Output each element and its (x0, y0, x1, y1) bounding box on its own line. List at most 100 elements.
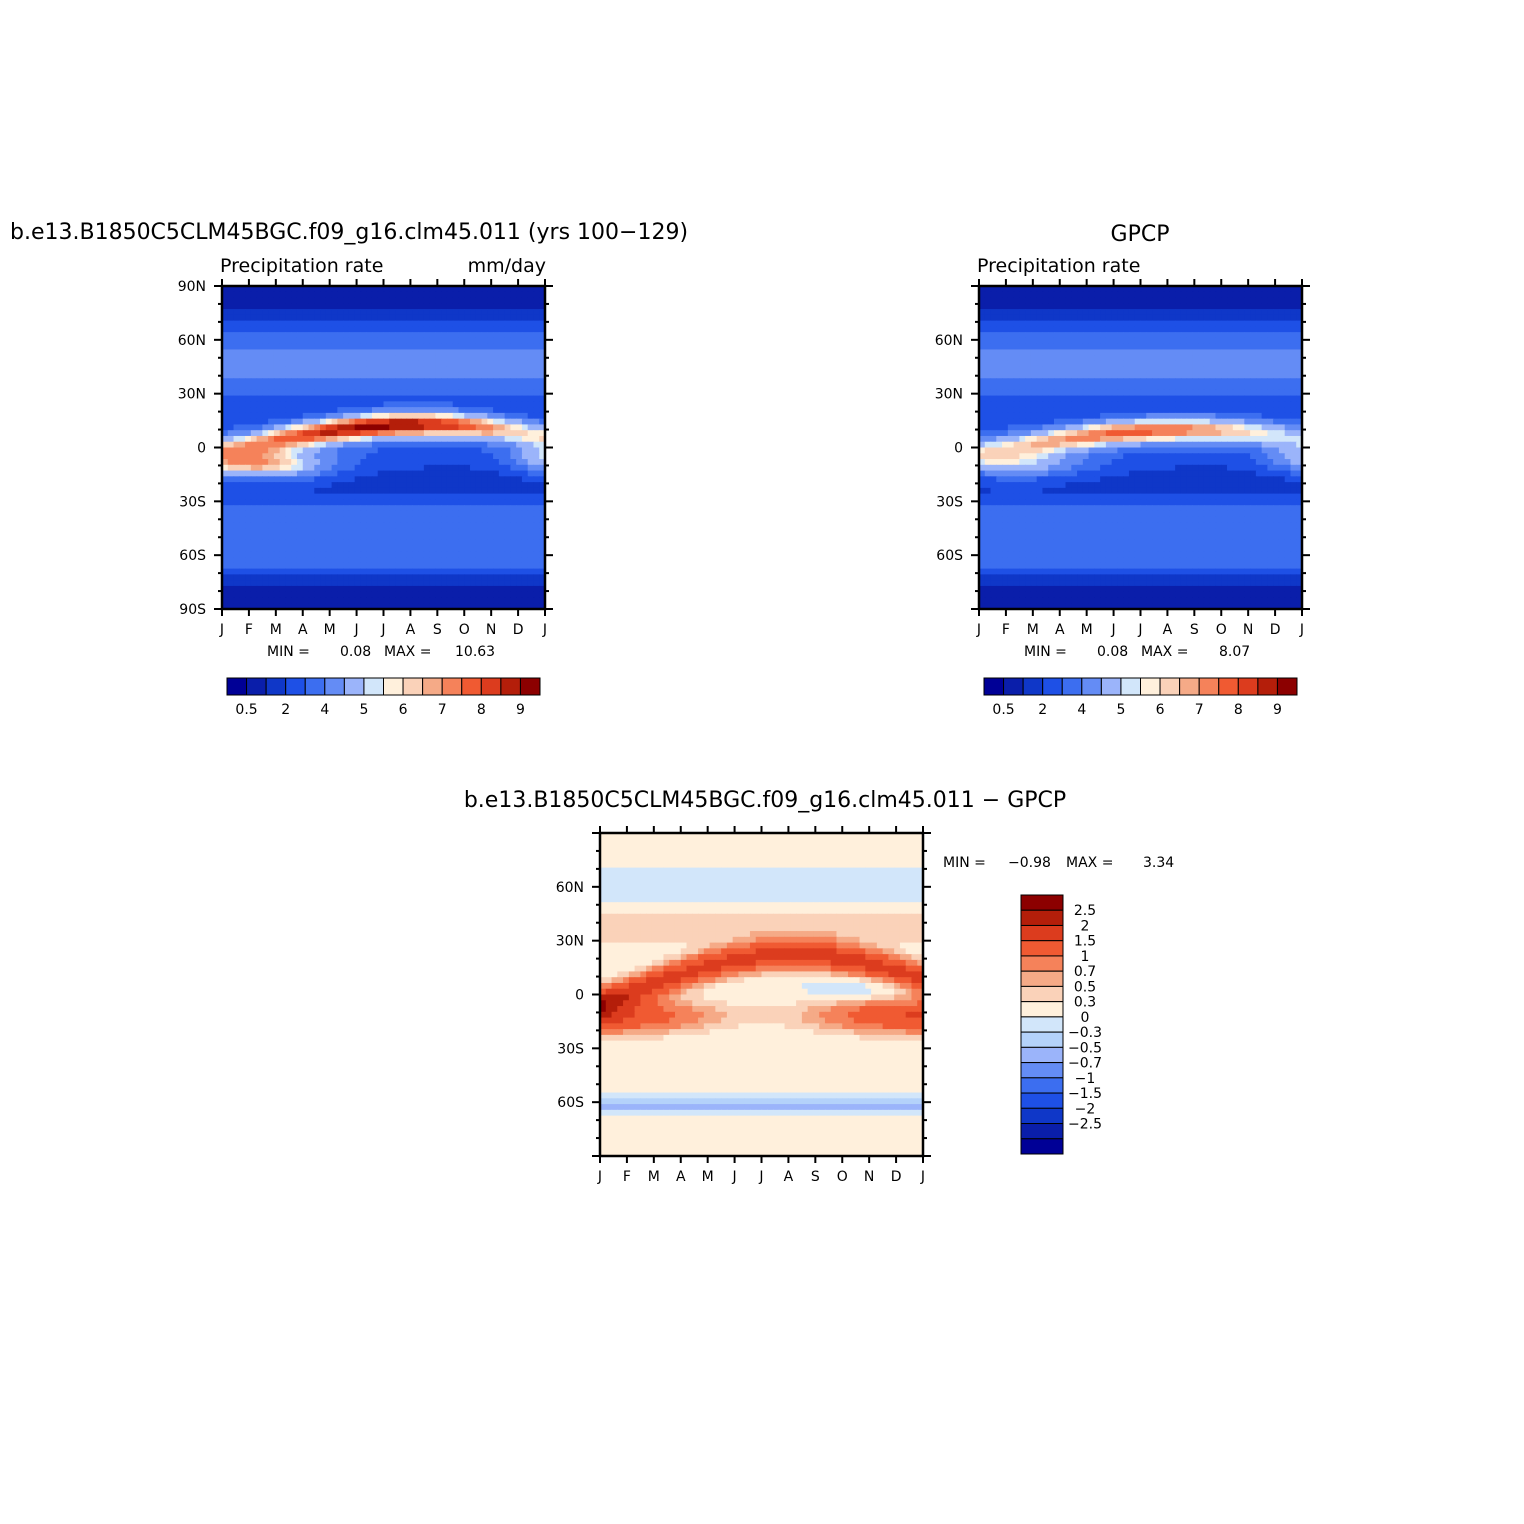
heatmap-cell (990, 309, 997, 316)
heatmap-cell (452, 597, 460, 604)
heatmap-cell (521, 516, 529, 524)
heatmap-cell (1123, 349, 1130, 356)
heatmap-cell (1128, 355, 1136, 362)
heatmap-cell (1140, 389, 1147, 397)
heatmap-cell (435, 522, 442, 529)
heatmap-cell (383, 349, 390, 356)
heatmap-cell (984, 303, 992, 310)
heatmap-cell (302, 424, 310, 431)
heatmap-cell (1030, 412, 1038, 420)
heatmap-cell (475, 366, 483, 374)
heatmap-cell (233, 407, 240, 414)
heatmap-cell (446, 412, 454, 420)
heatmap-cell (285, 528, 292, 535)
heatmap-cell (498, 447, 506, 454)
heatmap-cell (464, 580, 471, 587)
heatmap-cell (343, 557, 350, 564)
heatmap-cell (979, 418, 986, 426)
heatmap-cell (498, 568, 506, 575)
heatmap-cell (250, 447, 258, 454)
heatmap-cell (314, 337, 321, 345)
heatmap-cell (996, 378, 1003, 385)
heatmap-cell (1071, 435, 1078, 443)
heatmap-cell (268, 389, 275, 397)
heatmap-cell (360, 424, 367, 431)
heatmap-cell (441, 470, 448, 477)
heatmap-cell (1152, 418, 1159, 426)
heatmap-cell (429, 372, 437, 379)
heatmap-cell (1094, 389, 1101, 397)
heatmap-cell (441, 447, 448, 454)
heatmap-cell (452, 585, 460, 593)
heatmap-cell (446, 464, 454, 472)
heatmap-cell (435, 430, 442, 437)
heatmap-cell (475, 309, 483, 316)
heatmap-cell (990, 459, 997, 466)
heatmap-cell (348, 395, 356, 402)
heatmap-cell (325, 591, 333, 599)
heatmap-cell (400, 430, 408, 437)
heatmap-cell (262, 510, 269, 518)
heatmap-cell (1025, 459, 1032, 466)
heatmap-cell (308, 470, 315, 477)
heatmap-cell (268, 430, 275, 437)
heatmap-cell (406, 453, 413, 460)
heatmap-cell (389, 366, 396, 374)
heatmap-cell (1296, 337, 1302, 345)
heatmap-cell (527, 482, 535, 489)
heatmap-cell (1244, 447, 1251, 454)
heatmap-cell (412, 360, 419, 368)
heatmap-cell (371, 574, 379, 581)
heatmap-cell (527, 574, 535, 581)
heatmap-cell (510, 309, 517, 316)
heatmap-cell (1077, 401, 1084, 408)
heatmap-cell (458, 372, 465, 379)
heatmap-cell (314, 505, 321, 512)
heatmap-cell (1169, 401, 1176, 408)
heatmap-cell (464, 562, 471, 570)
heatmap-cell (435, 407, 442, 414)
heatmap-cell (1273, 435, 1280, 443)
heatmap-cell (493, 303, 500, 310)
heatmap-cell (1232, 378, 1240, 385)
heatmap-cell (1232, 360, 1240, 368)
heatmap-cell (1157, 384, 1165, 391)
heatmap-cell (296, 453, 304, 460)
heatmap-cell (1284, 389, 1292, 397)
heatmap-cell (314, 291, 321, 299)
heatmap-cell (400, 522, 408, 529)
heatmap-cell (458, 539, 465, 547)
heatmap-cell (343, 568, 350, 575)
heatmap-cell (533, 534, 540, 541)
heatmap-cell (481, 482, 488, 489)
heatmap-cell (504, 591, 511, 599)
heatmap-cell (1036, 343, 1044, 351)
heatmap-cell (1111, 430, 1119, 437)
heatmap-cell (245, 447, 252, 454)
heatmap-cell (279, 286, 287, 293)
heatmap-cell (475, 349, 483, 356)
heatmap-cell (250, 355, 258, 362)
heatmap-cell (1227, 332, 1234, 339)
heatmap-cell (533, 343, 540, 351)
heatmap-cell (533, 551, 540, 558)
heatmap-cell (1065, 441, 1072, 449)
heatmap-cell (1013, 407, 1020, 414)
heatmap-cell (1157, 453, 1165, 460)
heatmap-cell (446, 424, 454, 431)
heatmap-cell (389, 447, 396, 454)
heatmap-cell (1140, 303, 1147, 310)
heatmap-cell (395, 522, 402, 529)
heatmap-cell (337, 309, 344, 316)
heatmap-cell (1203, 332, 1211, 339)
heatmap-cell (1290, 332, 1297, 339)
heatmap-cell (262, 360, 269, 368)
heatmap-cell (1013, 286, 1020, 293)
heatmap-cell (343, 516, 350, 524)
heatmap-cell (1157, 349, 1165, 356)
heatmap-cell (996, 384, 1003, 391)
heatmap-cell (984, 372, 992, 379)
heatmap-cell (227, 516, 235, 524)
heatmap-cell (441, 355, 448, 362)
heatmap-cell (504, 493, 511, 501)
